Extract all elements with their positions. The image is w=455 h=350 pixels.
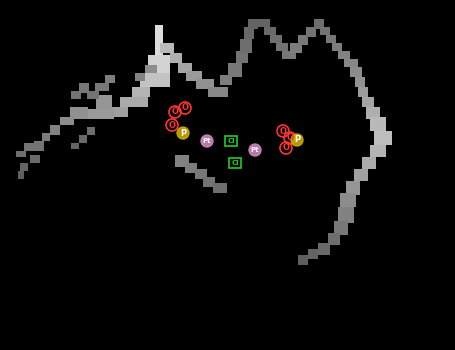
- Text: Cl: Cl: [227, 138, 235, 144]
- Text: P: P: [180, 128, 186, 138]
- Circle shape: [177, 127, 189, 139]
- Text: P: P: [294, 135, 300, 145]
- Circle shape: [249, 144, 261, 156]
- Text: Pt: Pt: [202, 138, 211, 144]
- Circle shape: [291, 134, 303, 146]
- Text: O: O: [168, 120, 176, 130]
- Text: Pt: Pt: [251, 147, 259, 153]
- Circle shape: [201, 135, 213, 147]
- Text: O: O: [172, 107, 178, 117]
- Text: O: O: [287, 133, 293, 142]
- Text: O: O: [283, 144, 289, 153]
- Text: Cl: Cl: [231, 160, 239, 166]
- Text: O: O: [182, 104, 188, 112]
- Text: O: O: [279, 126, 287, 135]
